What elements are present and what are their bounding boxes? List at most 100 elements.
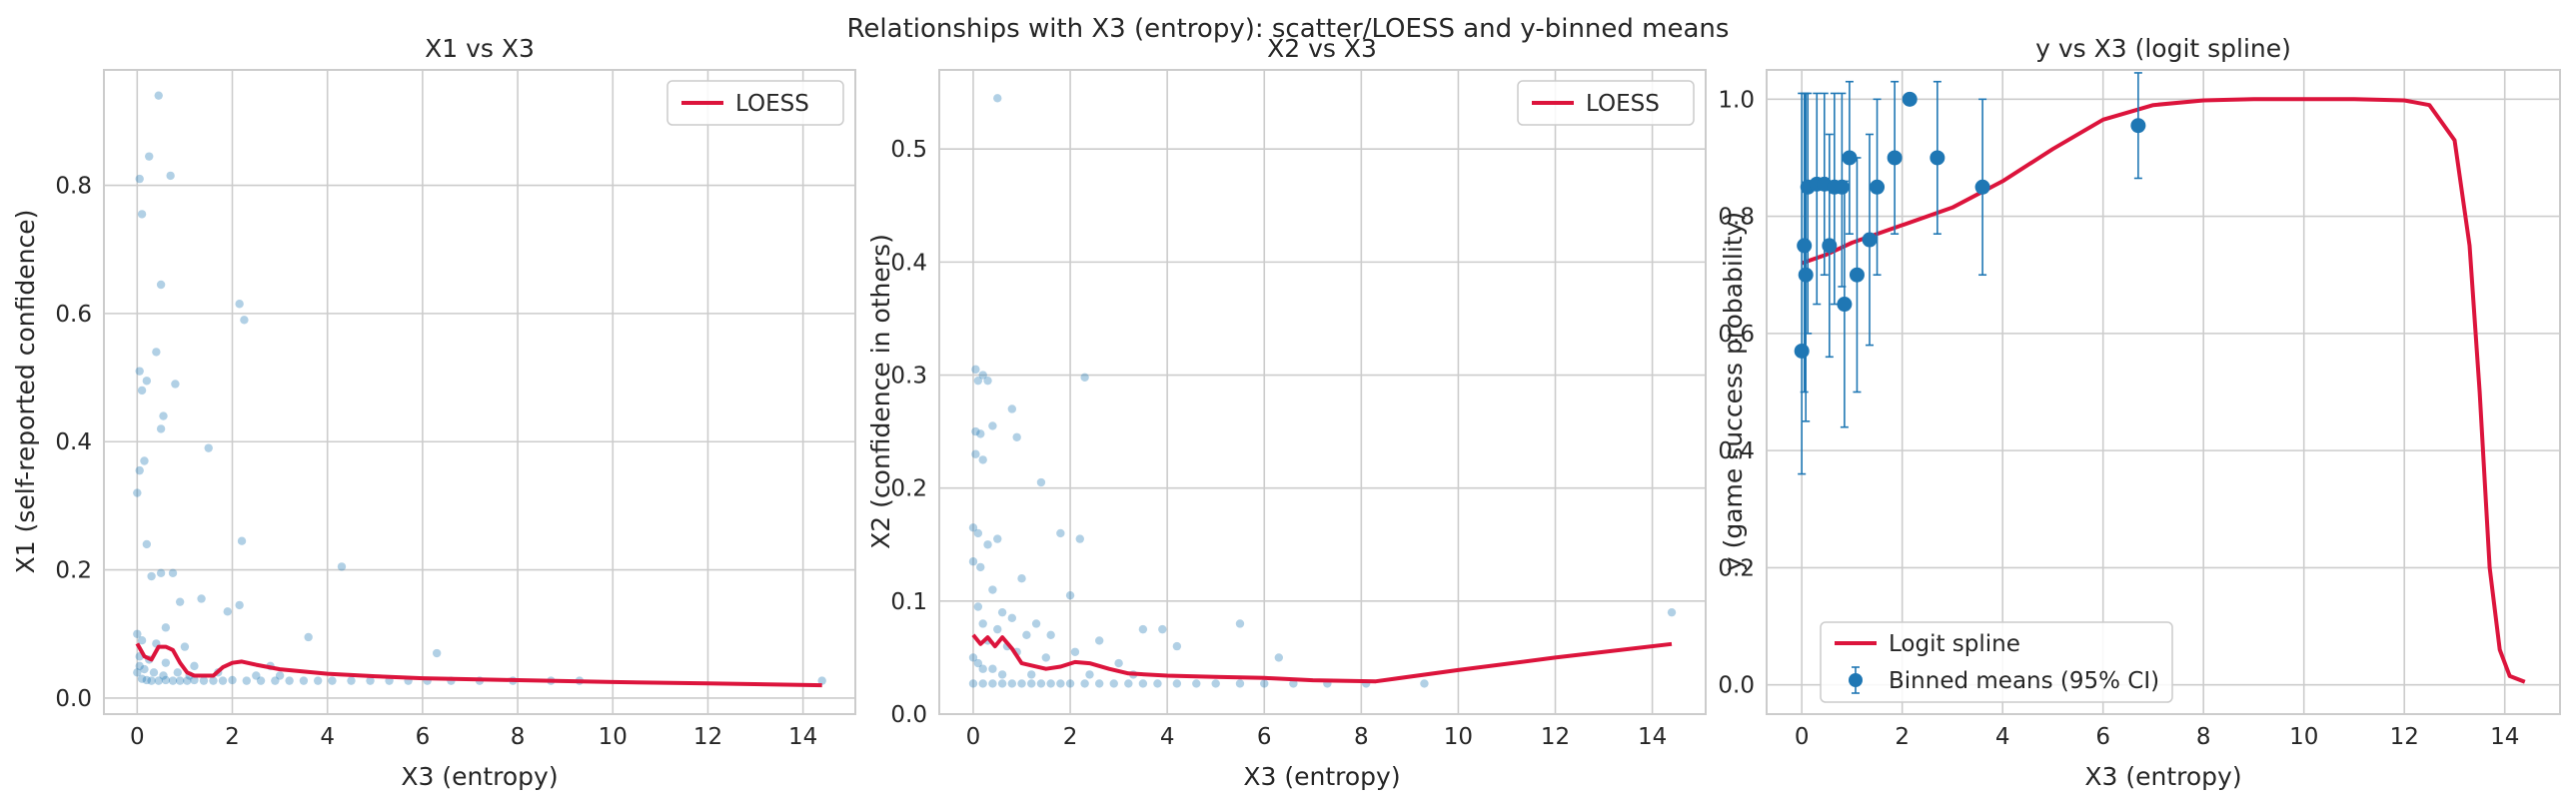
scatter-point-x2: [968, 523, 978, 532]
y-tick-label-x2: 0.3: [890, 364, 927, 390]
scatter-point-x2: [1109, 679, 1118, 688]
scatter-point-x1: [166, 171, 175, 181]
plot-area-x1: [104, 70, 855, 714]
scatter-point-x2: [1056, 679, 1065, 688]
y-tick-label-x2: 0.2: [890, 476, 927, 502]
scatter-point-x2: [968, 557, 978, 566]
scatter-point-x2: [1235, 679, 1245, 688]
scatter-point-x1: [147, 571, 156, 581]
scatter-point-x2: [1031, 619, 1041, 628]
scatter-point-x2: [1056, 528, 1065, 538]
scatter-point-x2: [988, 679, 997, 688]
plot-area-y: [1767, 70, 2560, 714]
scatter-point-x2: [1017, 574, 1026, 583]
binned-mean-point: [1974, 179, 1990, 195]
scatter-point-x2: [968, 679, 978, 688]
scatter-point-x2: [1027, 679, 1036, 688]
ticks-y: 0 2 4 6 8 10 12 14 0.0 0.2 0.4 0.6 0.8 1.0: [1718, 87, 2519, 750]
scatter-point-x1: [190, 661, 199, 671]
legend-label-loess-x1: LOESS: [735, 91, 809, 117]
scatter-point-x2: [1211, 679, 1220, 688]
scatter-point-x2: [983, 540, 992, 549]
scatter-point-x2: [971, 365, 980, 375]
scatter-point-x1: [156, 280, 166, 290]
scatter-point-x2: [1153, 679, 1162, 688]
legend-x2: LOESS: [1517, 80, 1695, 126]
scatter-point-x2: [1007, 404, 1017, 413]
legend-label-loess-x2: LOESS: [1586, 91, 1660, 117]
scatter-point-x2: [973, 658, 983, 668]
scatter-point-x1: [285, 676, 294, 685]
x-tick-label-y: 2: [1895, 724, 1910, 750]
scatter-point-x1: [156, 568, 166, 578]
binned-mean-point: [1837, 297, 1853, 313]
scatter-point-x1: [152, 348, 161, 357]
x-tick-label-x2: 4: [1160, 724, 1175, 750]
panel-title-x2: X2 vs X3: [1267, 34, 1377, 63]
scatter-point-x1: [142, 539, 152, 549]
scatter-point-x2: [971, 426, 980, 436]
ticks-x1: 0 2 4 6 8 10 12 14 0.0 0.2 0.4 0.6 0.8: [55, 174, 817, 750]
scatter-point-x2: [983, 376, 992, 386]
scatter-point-x2: [997, 670, 1007, 679]
binned-mean-point: [1842, 150, 1858, 166]
scatter-point-x1: [432, 648, 442, 658]
binned-mean-point: [1849, 267, 1865, 283]
scatter-point-x1: [145, 152, 154, 161]
scatter-point-x2: [993, 94, 1002, 103]
scatter-point-x1: [142, 675, 152, 685]
legend-y: Logit spline Binned means (95% CI): [1820, 621, 2173, 703]
y-axis-label-x1: X1 (self-reported confidence): [11, 210, 40, 574]
scatter-point-x2: [1007, 613, 1017, 623]
ticks-x2: 0 2 4 6 8 10 12 14 0.0 0.1 0.2 0.3 0.4 0.5: [890, 137, 1667, 750]
scatter-point-x2: [978, 455, 987, 464]
scatter-point-x2: [978, 679, 987, 688]
scatter-point-x1: [168, 568, 178, 578]
scatter-point-x2: [1012, 432, 1021, 441]
scatter-point-x2: [978, 619, 987, 628]
scatter-point-x1: [190, 675, 199, 685]
x-tick-label-y: 0: [1795, 724, 1810, 750]
scatter-point-x1: [156, 424, 166, 433]
x-tick-label-x1: 6: [416, 724, 431, 750]
y-tick-label-x1: 0.6: [55, 302, 92, 328]
plot-area-x2: [939, 70, 1706, 714]
x-tick-label-x1: 12: [693, 724, 722, 750]
scatter-point-x2: [1065, 679, 1075, 688]
scatter-point-x1: [275, 671, 285, 680]
scatter-point-x2: [976, 562, 985, 572]
scatter-point-x2: [1289, 679, 1298, 688]
scatter-point-x1: [337, 562, 347, 571]
scatter-point-x1: [135, 367, 144, 376]
scatter-point-x2: [988, 664, 997, 673]
scatter-point-x2: [1094, 636, 1104, 645]
y-tick-label-y: 0.6: [1718, 322, 1755, 348]
scatter-point-x1: [137, 386, 147, 396]
scatter-point-x2: [1114, 658, 1123, 668]
scatter-point-x1: [271, 676, 280, 685]
y-tick-label-x1: 0.8: [55, 174, 92, 200]
scatter-point-x1: [142, 377, 152, 386]
x-axis-label-x2: X3 (entropy): [1243, 762, 1400, 791]
legend-label-binned-means: Binned means (95% CI): [1889, 668, 2159, 694]
y-tick-label-x2: 0.5: [890, 137, 927, 163]
loess-line-x1: [135, 642, 822, 688]
scatter-point-x2: [988, 421, 997, 430]
scatter-point-x1: [135, 174, 144, 184]
scatter-point-x1: [183, 676, 192, 685]
grid-x1: [104, 70, 855, 714]
frame-x2: [938, 69, 1707, 715]
scatter-point-x2: [1235, 619, 1245, 628]
binned-mean-point: [1887, 150, 1903, 166]
x-tick-label-y: 6: [2095, 724, 2110, 750]
scatter-point-x2: [1667, 607, 1677, 617]
x-tick-label-x2: 0: [966, 724, 981, 750]
scatter-point-x2: [1070, 647, 1080, 656]
scatter-point-x1: [313, 676, 323, 685]
scatter-point-x2: [1065, 590, 1075, 600]
scatter-point-x2: [1046, 630, 1055, 639]
x-tick-label-y: 4: [1995, 724, 2010, 750]
scatter-point-x1: [159, 671, 168, 680]
scatter-point-x1: [154, 91, 163, 100]
